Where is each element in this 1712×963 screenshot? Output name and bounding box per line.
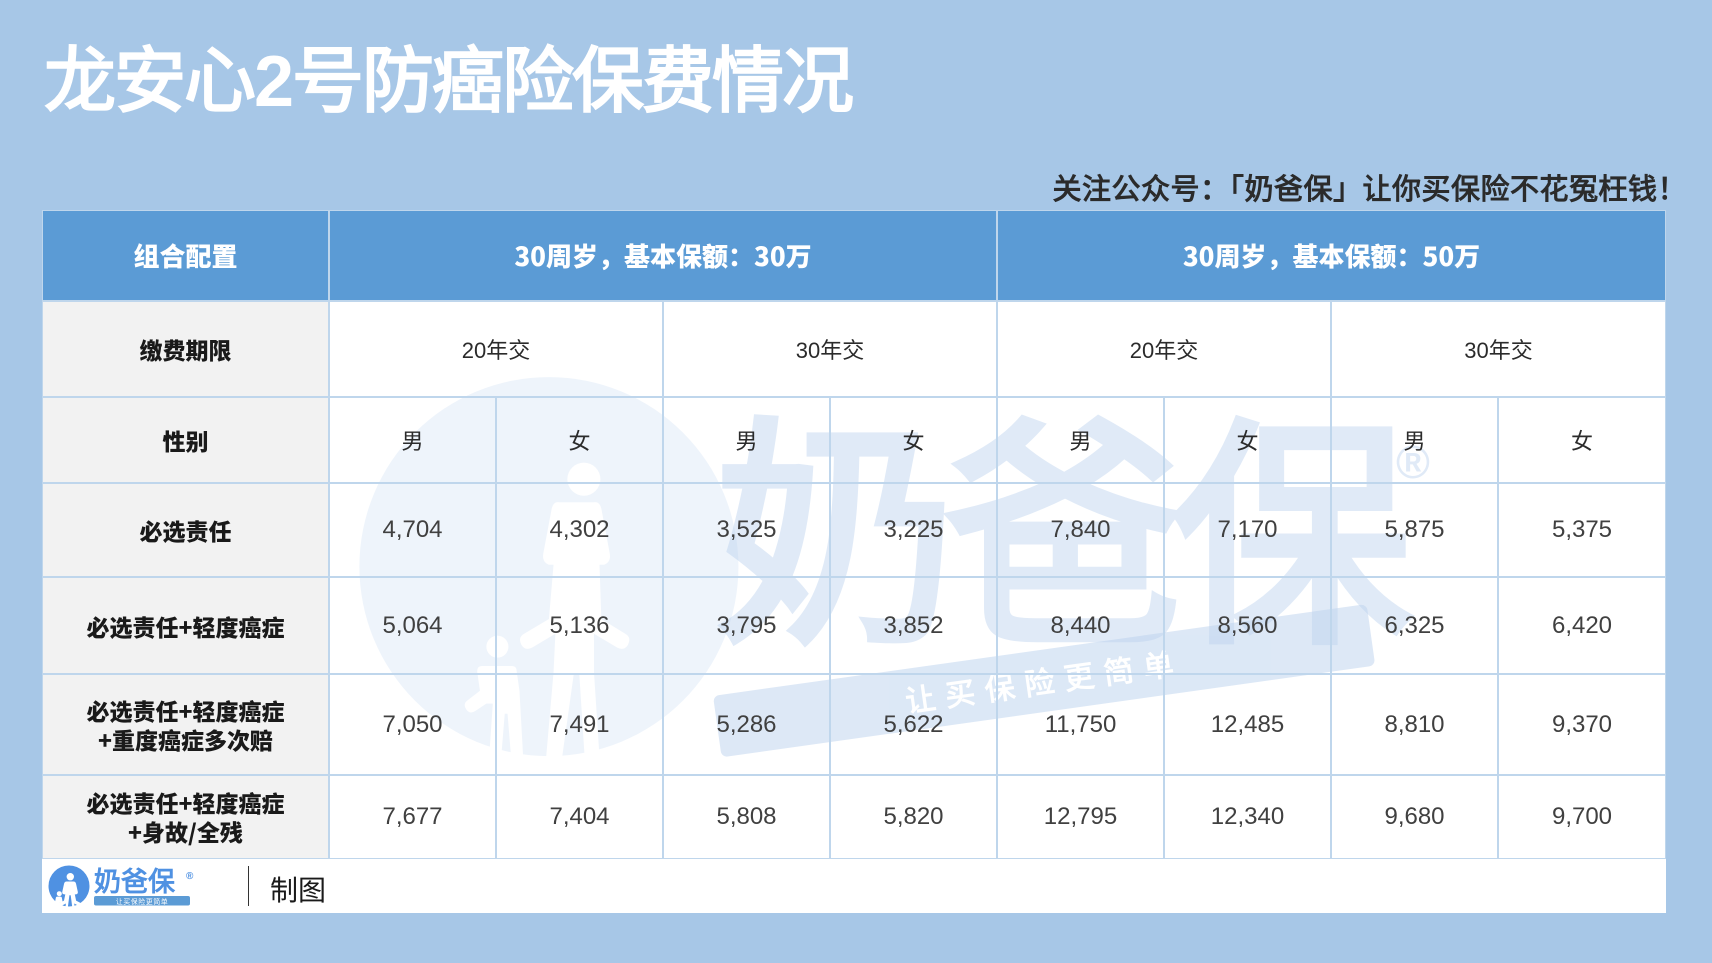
svg-text:®: ® [186, 871, 194, 882]
svg-text:奶爸保: 奶爸保 [94, 867, 176, 897]
svg-text:让买保险更简单: 让买保险更简单 [116, 897, 169, 906]
